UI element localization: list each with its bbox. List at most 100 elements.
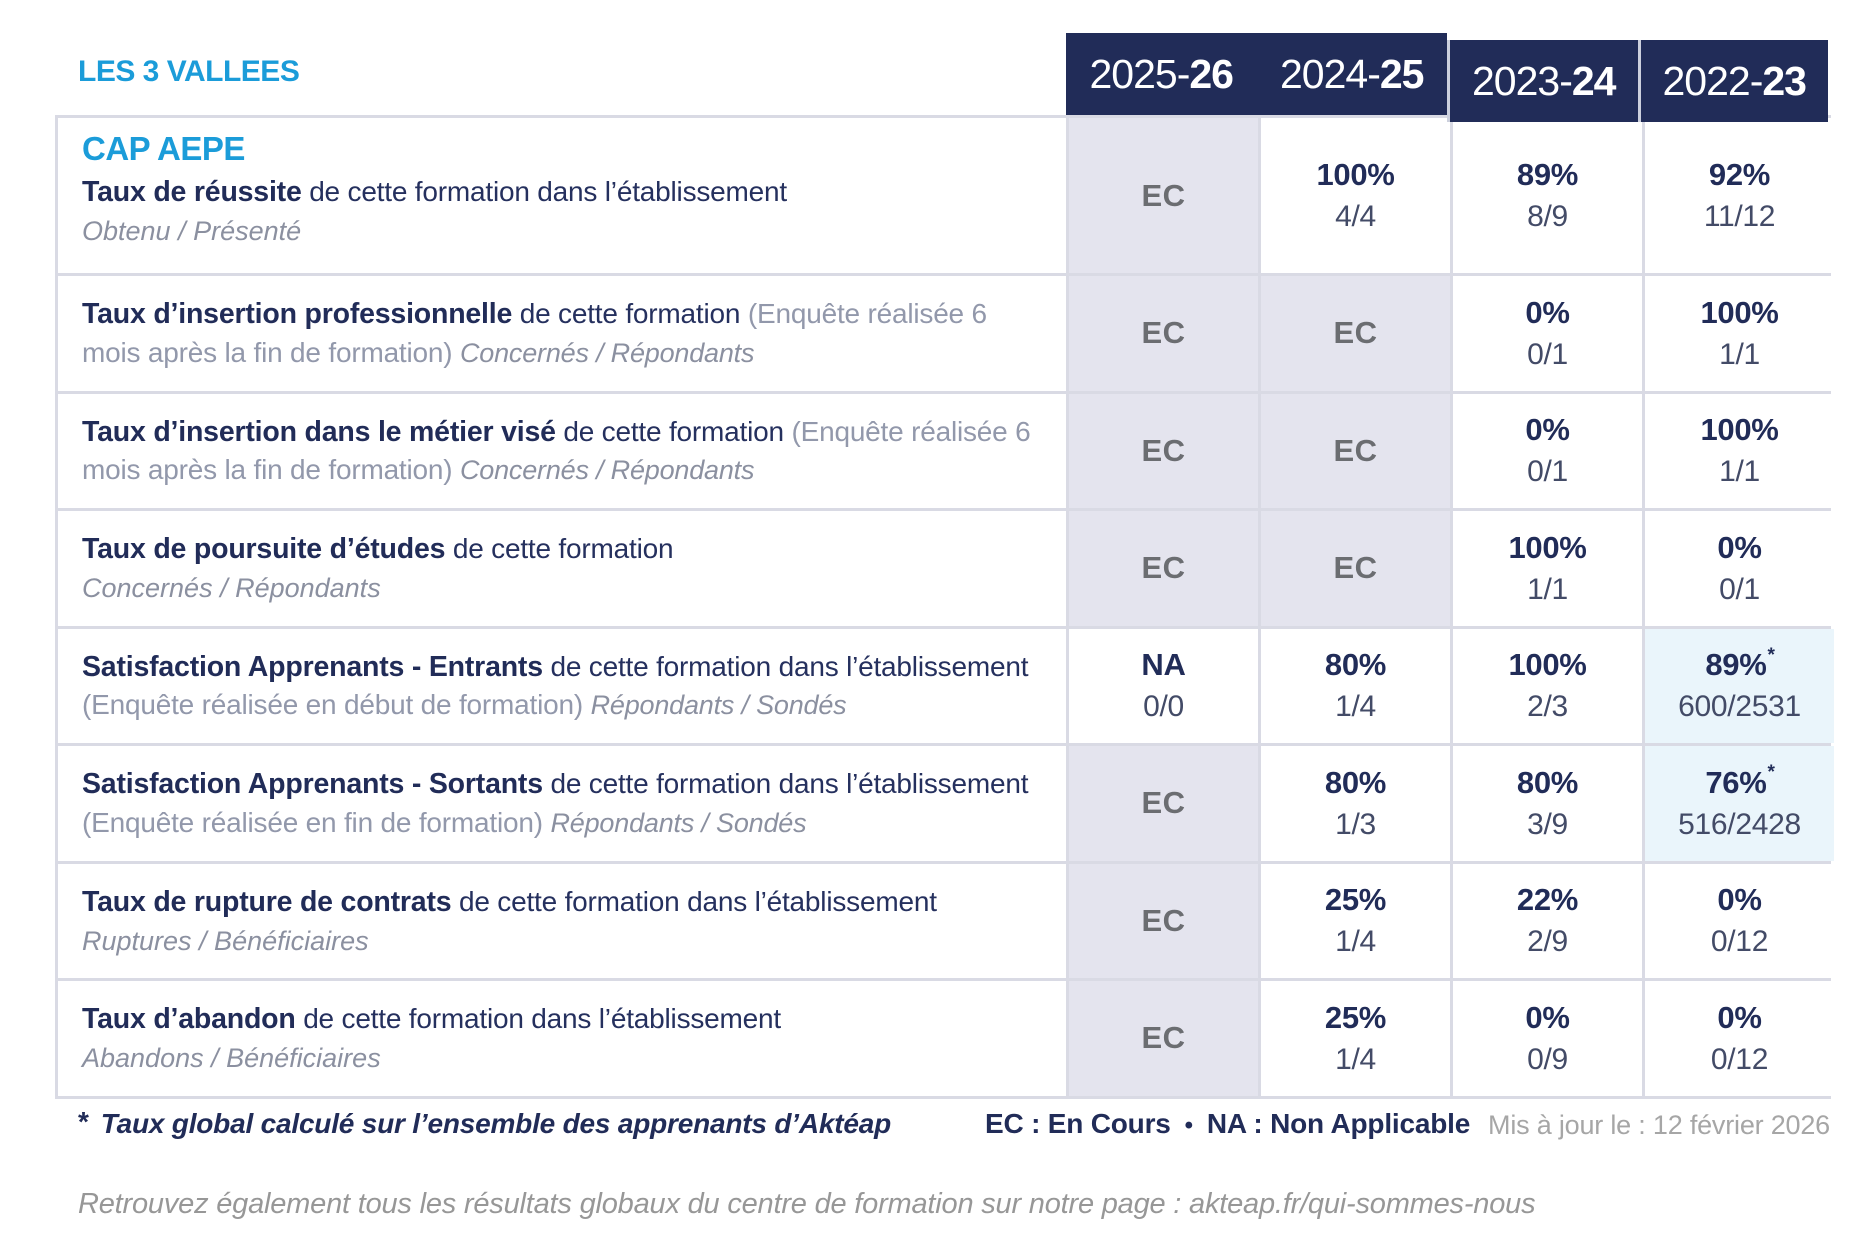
indicator-ratio-caption: Abandons / Bénéficiaires (82, 1043, 381, 1074)
value-cell: 100% 1/1 (1642, 393, 1834, 508)
percentage-value: 0% (1717, 999, 1762, 1035)
ratio-value: 11/12 (1703, 200, 1776, 233)
percentage-value: 100% (1316, 157, 1395, 192)
percentage-value: 80% (1324, 764, 1387, 800)
percentage-value: 100% (1700, 294, 1779, 330)
indicator-description: Satisfaction Apprenants - Sortants de ce… (82, 768, 1029, 838)
in-progress-status: EC (1141, 785, 1186, 821)
ratio-value: 1/3 (1335, 807, 1376, 841)
value-cell: 25% 1/4 (1258, 981, 1450, 1096)
percentage-value: 25% (1324, 882, 1387, 918)
percentage-value: 76%* (1705, 762, 1775, 800)
value-cell: 80% 1/4 (1258, 628, 1450, 743)
table-row: Taux de poursuite d’études de cette form… (58, 508, 1834, 626)
ratio-value: 516/2428 (1678, 807, 1801, 841)
table-row: Satisfaction Apprenants - Entrants de ce… (58, 625, 1834, 743)
value-cell: 76%* 516/2428 (1642, 746, 1834, 861)
indicator-description: Taux de poursuite d’études de cette form… (82, 533, 674, 566)
legend-ec: EC : En Cours (985, 1108, 1171, 1139)
value-cell: 0% 0/1 (1450, 276, 1642, 391)
percentage-value: 0% (1525, 999, 1570, 1035)
percentage-value: 89% (1516, 157, 1579, 192)
in-progress-status: EC (1333, 550, 1378, 586)
percentage-value: 0% (1525, 412, 1570, 448)
last-updated-date: Mis à jour le : 12 février 2026 (1488, 1110, 1830, 1140)
status-cell: EC (1258, 511, 1450, 626)
percentage-value: 0% (1717, 882, 1762, 918)
status-cell: EC (1066, 863, 1258, 978)
value-cell: 100% 1/1 (1642, 276, 1834, 391)
year-column-header: 2022- 23 (1637, 40, 1828, 122)
value-cell: NA 0/0 (1066, 628, 1258, 743)
percentage-value: 22% (1516, 882, 1579, 918)
value-cell: 0% 0/9 (1450, 981, 1642, 1096)
asterisk-marker: * (1767, 762, 1775, 784)
value-cell: 100% 2/3 (1450, 628, 1642, 743)
table-row: Satisfaction Apprenants - Sortants de ce… (58, 743, 1834, 861)
global-rate-footnote: * Taux global calculé sur l’ensemble des … (78, 1106, 891, 1140)
indicator-ratio-caption: Ruptures / Bénéficiaires (82, 925, 369, 956)
ratio-value: 1/4 (1335, 925, 1376, 959)
indicator-ratio-caption: Obtenu / Présenté (82, 216, 302, 247)
indicator-label-cell: Taux d’insertion dans le métier visé de … (58, 393, 1066, 508)
status-cell: EC (1066, 118, 1258, 273)
status-cell: EC (1066, 746, 1258, 861)
ratio-value: 0/1 (1527, 455, 1568, 489)
ratio-value: 1/4 (1335, 690, 1376, 724)
value-cell: 80% 3/9 (1450, 746, 1642, 861)
indicator-label-cell: Satisfaction Apprenants - Sortants de ce… (58, 746, 1066, 861)
percentage-value: 0% (1525, 294, 1570, 330)
ratio-value: 0/1 (1719, 572, 1760, 606)
ratio-value: 0/1 (1527, 337, 1568, 371)
percentage-value: 80% (1324, 647, 1387, 683)
value-cell: 89%* 600/2531 (1642, 628, 1834, 743)
abbreviation-legend: EC : En Cours • NA : Non Applicable (985, 1108, 1470, 1140)
value-cell: 0% 0/1 (1450, 393, 1642, 508)
indicator-description: Taux de réussite de cette formation dans… (82, 176, 787, 208)
year-column-header: 2023- 24 (1447, 40, 1638, 122)
ratio-value: 3/9 (1527, 807, 1568, 841)
in-progress-status: EC (1141, 315, 1186, 351)
ratio-value: 2/9 (1527, 925, 1568, 959)
percentage-value: 100% (1508, 529, 1587, 565)
program-title: CAP AEPE (82, 130, 245, 167)
value-cell: 0% 0/1 (1642, 511, 1834, 626)
table-row: Taux d’insertion dans le métier visé de … (58, 390, 1834, 508)
indicator-label-cell: Taux de rupture de contrats de cette for… (58, 863, 1066, 978)
in-progress-status: EC (1333, 315, 1378, 351)
status-cell: EC (1066, 981, 1258, 1096)
value-cell: 100% 4/4 (1258, 118, 1450, 273)
ratio-value: 0/9 (1527, 1042, 1568, 1076)
ratio-value: 0/12 (1710, 1042, 1769, 1076)
indicator-label-cell: Taux d’insertion professionnelle de cett… (58, 276, 1066, 391)
in-progress-status: EC (1141, 1020, 1186, 1056)
year-column-header: 2024- 25 (1256, 33, 1447, 115)
in-progress-status: EC (1141, 177, 1186, 213)
status-cell: EC (1066, 276, 1258, 391)
value-cell: 89% 8/9 (1450, 118, 1642, 273)
school-name: LES 3 VALLEES (78, 55, 300, 88)
percentage-value: 0% (1717, 529, 1762, 565)
indicator-label-cell: Taux d’abandon de cette formation dans l… (58, 981, 1066, 1096)
footnote-row: * Taux global calculé sur l’ensemble des … (0, 1106, 1875, 1148)
percentage-value: 92% (1708, 157, 1771, 192)
indicator-label-cell: Satisfaction Apprenants - Entrants de ce… (58, 628, 1066, 743)
asterisk-marker: * (1767, 644, 1775, 666)
ratio-value: 0/0 (1143, 690, 1184, 724)
legend-na: NA : Non Applicable (1206, 1108, 1471, 1139)
percentage-value: 25% (1324, 999, 1387, 1035)
ratio-value: 1/4 (1335, 1042, 1376, 1076)
value-cell: 100% 1/1 (1450, 511, 1642, 626)
results-table: CAP AEPE Taux de réussite de cette format… (55, 115, 1834, 1099)
percentage-value: 100% (1700, 412, 1779, 448)
in-progress-status: EC (1141, 550, 1186, 586)
in-progress-status: EC (1333, 432, 1378, 468)
indicator-label-cell: Taux de poursuite d’études de cette form… (58, 511, 1066, 626)
year-header-row: 2025- 26 2024- 25 2023- 24 2022- 23 (1066, 33, 1828, 122)
global-results-note: Retrouvez également tous les résultats g… (78, 1188, 1536, 1220)
year-column-header: 2025- 26 (1066, 33, 1257, 115)
value-cell: 80% 1/3 (1258, 746, 1450, 861)
indicator-description: Satisfaction Apprenants - Entrants de ce… (82, 650, 1029, 721)
indicator-label-cell: CAP AEPE Taux de réussite de cette format… (58, 118, 1066, 273)
